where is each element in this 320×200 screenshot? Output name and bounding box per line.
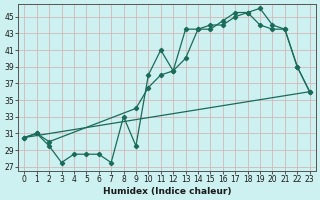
X-axis label: Humidex (Indice chaleur): Humidex (Indice chaleur)	[103, 187, 231, 196]
